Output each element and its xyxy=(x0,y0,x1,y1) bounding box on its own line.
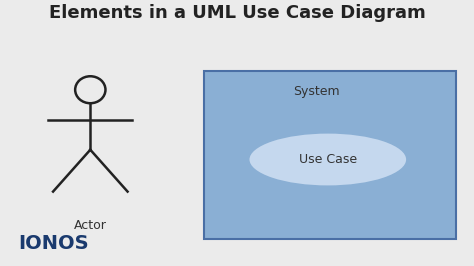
Title: Elements in a UML Use Case Diagram: Elements in a UML Use Case Diagram xyxy=(49,4,425,22)
Text: Use Case: Use Case xyxy=(299,153,357,166)
Text: Actor: Actor xyxy=(74,219,107,232)
Ellipse shape xyxy=(249,133,407,186)
Text: IONOS: IONOS xyxy=(18,234,89,252)
FancyBboxPatch shape xyxy=(204,71,456,239)
Text: System: System xyxy=(293,85,339,98)
